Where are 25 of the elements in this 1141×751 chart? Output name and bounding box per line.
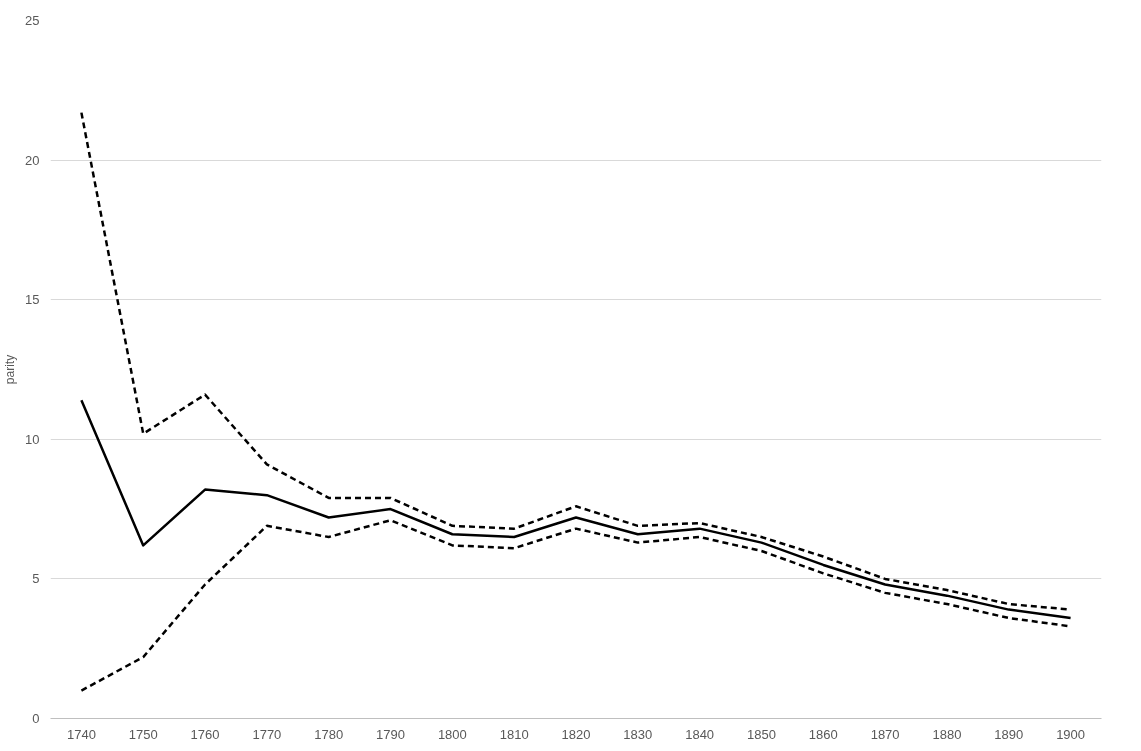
x-tick-label: 1810 bbox=[499, 726, 529, 742]
x-tick-label: 1850 bbox=[747, 726, 776, 742]
x-tick-label: 1860 bbox=[808, 726, 838, 742]
y-tick-label: 25 bbox=[25, 13, 40, 28]
x-tick-label: 1750 bbox=[128, 726, 158, 742]
x-tick-label: 1790 bbox=[376, 726, 405, 742]
x-tick-label: 1890 bbox=[994, 726, 1024, 742]
x-tick-label: 1840 bbox=[685, 726, 715, 742]
x-tick-label: 1770 bbox=[252, 726, 282, 742]
x-tick-label: 1760 bbox=[190, 726, 220, 742]
x-tick-label: 1800 bbox=[437, 726, 467, 742]
x-tick-label: 1780 bbox=[314, 726, 344, 742]
x-tick-label: 1880 bbox=[932, 726, 962, 742]
y-tick-label: 15 bbox=[25, 292, 40, 308]
x-tick-label: 1900 bbox=[1056, 726, 1086, 742]
y-tick-label: 0 bbox=[32, 711, 40, 726]
y-axis-title: parity bbox=[3, 354, 18, 385]
y-tick-label: 20 bbox=[25, 152, 40, 168]
y-tick-label: 5 bbox=[32, 571, 40, 587]
line-series bbox=[80, 398, 1072, 620]
x-tick-label: 1830 bbox=[623, 726, 653, 742]
x-tick-label: 1870 bbox=[870, 726, 900, 742]
y-tick-label: 10 bbox=[25, 431, 40, 447]
x-tick-label: 1820 bbox=[561, 726, 591, 742]
x-tick-label: 1740 bbox=[66, 726, 96, 742]
